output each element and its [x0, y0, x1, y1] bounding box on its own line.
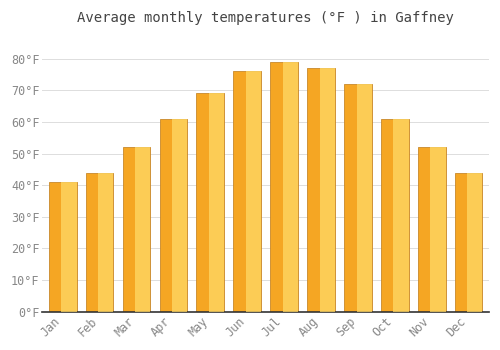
Bar	[86, 173, 114, 312]
Bar	[135, 147, 150, 312]
Bar	[356, 84, 372, 312]
Bar	[196, 93, 224, 312]
Bar	[209, 93, 224, 312]
Bar	[394, 119, 408, 312]
Bar	[234, 71, 261, 312]
Bar	[455, 173, 482, 312]
Bar	[320, 68, 335, 312]
Bar	[160, 119, 187, 312]
Bar	[344, 84, 372, 312]
Bar	[98, 173, 114, 312]
Bar	[172, 119, 187, 312]
Bar	[467, 173, 482, 312]
Bar	[62, 182, 76, 312]
Bar	[307, 68, 335, 312]
Bar	[122, 147, 150, 312]
Bar	[49, 182, 76, 312]
Bar	[246, 71, 261, 312]
Bar	[430, 147, 446, 312]
Bar	[270, 62, 298, 312]
Title: Average monthly temperatures (°F ) in Gaffney: Average monthly temperatures (°F ) in Ga…	[77, 11, 454, 25]
Bar	[282, 62, 298, 312]
Bar	[418, 147, 446, 312]
Bar	[381, 119, 408, 312]
